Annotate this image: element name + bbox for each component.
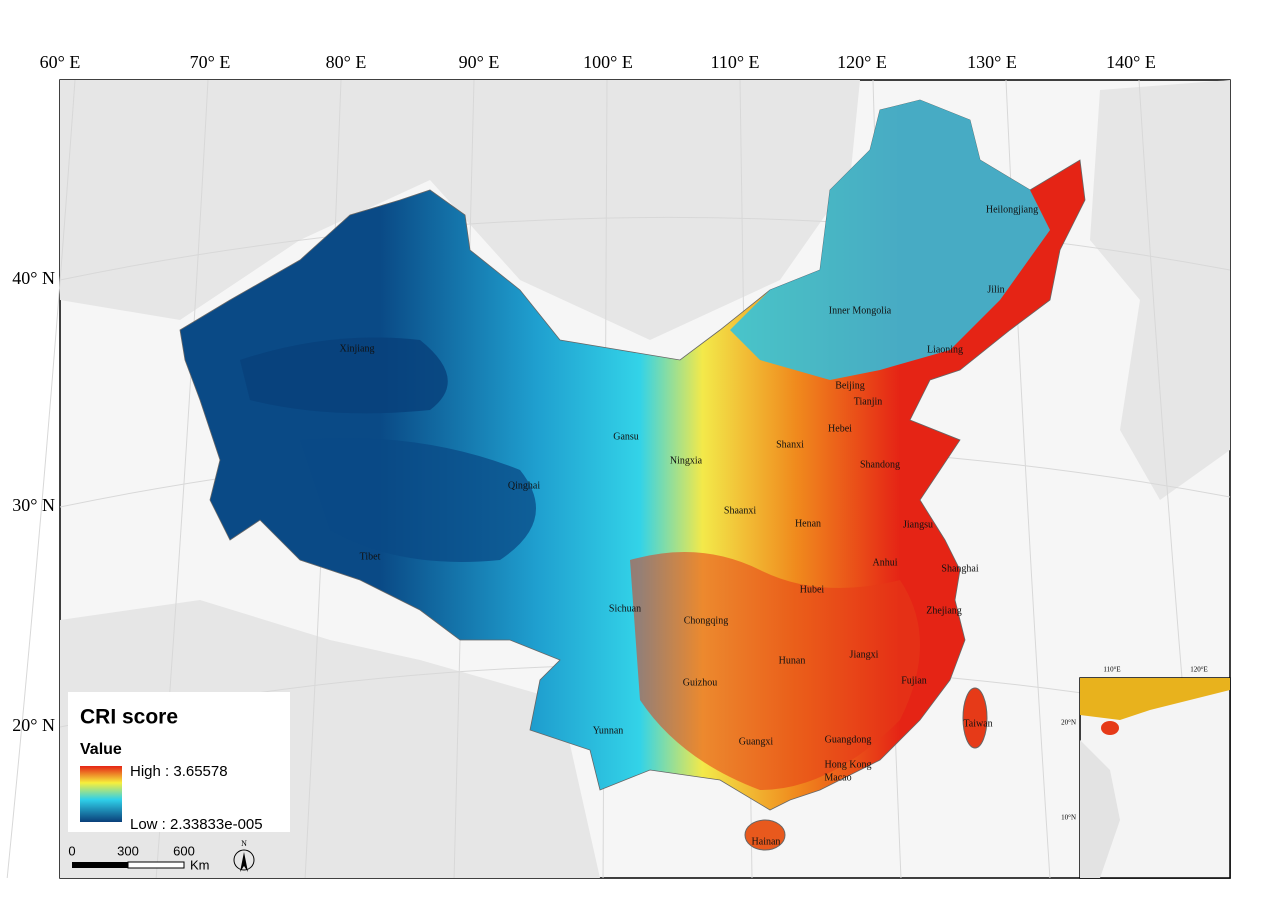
low-score-plateau	[300, 438, 536, 562]
scale-label: 0	[68, 843, 75, 858]
region-label: Guangdong	[825, 734, 872, 745]
region-label: Guangxi	[739, 736, 774, 747]
north-arrow-ring	[233, 849, 255, 871]
region-label: Hainan	[752, 836, 781, 847]
region-label: Heilongjiang	[986, 204, 1038, 215]
inset-longitude-label: 120°E	[1190, 666, 1208, 674]
region-label: Xinjiang	[340, 343, 375, 354]
legend-ramp	[80, 766, 122, 822]
scale-unit: Km	[190, 857, 210, 872]
longitude-label: 130° E	[967, 52, 1017, 72]
region-label: Shanxi	[776, 439, 804, 450]
latitude-label: 30° N	[12, 495, 55, 515]
graticule-meridian	[6, 79, 76, 879]
longitude-label: 110° E	[710, 52, 759, 72]
region-label: Shandong	[860, 459, 900, 470]
region-label: Jiangxi	[850, 649, 879, 660]
region-label: Fujian	[901, 675, 927, 686]
longitude-label: 100° E	[583, 52, 633, 72]
longitude-label: 140° E	[1106, 52, 1156, 72]
region-label: Gansu	[613, 431, 639, 442]
longitude-label: 70° E	[190, 52, 231, 72]
legend-high: High : 3.65578	[130, 763, 228, 780]
longitude-label: 90° E	[459, 52, 500, 72]
region-label: Macao	[824, 772, 851, 783]
region-label: Guizhou	[683, 677, 717, 688]
scale-bar	[72, 862, 128, 868]
inset-mainland	[1080, 678, 1230, 720]
latitude-label: 40° N	[12, 268, 55, 288]
taiwan-island	[962, 687, 988, 749]
scale-label: 300	[117, 843, 139, 858]
inset-latitude-label: 10°N	[1061, 814, 1076, 822]
region-label: Henan	[795, 518, 821, 529]
region-label: Tianjin	[854, 396, 883, 407]
region-label: Zhejiang	[926, 605, 962, 616]
region-label: Hubei	[800, 584, 825, 595]
legend-title: CRI score	[80, 706, 178, 729]
latitude-label: 20° N	[12, 715, 55, 735]
longitude-label: 80° E	[326, 52, 367, 72]
inset-latitude-label: 20°N	[1061, 719, 1076, 727]
high-score-south	[630, 552, 920, 790]
inset-hainan	[1101, 721, 1119, 735]
northeast-cyan	[730, 100, 1050, 380]
scale-bar	[127, 861, 185, 869]
low-score-tarim	[240, 337, 448, 414]
north-arrow	[240, 852, 248, 872]
neighbor-land	[1090, 80, 1230, 500]
region-label: Hunan	[779, 655, 806, 666]
region-label: Sichuan	[609, 603, 641, 614]
region-label: Hong Kong	[825, 759, 872, 770]
region-label: Yunnan	[593, 725, 624, 736]
scale-label: 600	[173, 843, 195, 858]
region-label: Shanghai	[941, 563, 978, 574]
region-label: Beijing	[835, 380, 864, 391]
inset-neighbor	[1080, 740, 1120, 878]
region-label: Anhui	[873, 557, 898, 568]
region-label: Inner Mongolia	[829, 305, 892, 316]
region-label: Shaanxi	[724, 505, 756, 516]
neighbor-land	[60, 80, 860, 340]
region-label: Liaoning	[927, 344, 963, 355]
region-label: Hebei	[828, 423, 852, 434]
inset-longitude-label: 110°E	[1103, 666, 1120, 674]
region-label: Jilin	[987, 284, 1004, 295]
hainan-island	[744, 819, 786, 851]
legend-subtitle: Value	[80, 741, 122, 758]
region-label: Jiangsu	[903, 519, 933, 530]
longitude-label: 120° E	[837, 52, 887, 72]
region-label: Taiwan	[963, 718, 992, 729]
region-label: Qinghai	[508, 480, 540, 491]
longitude-label: 60° E	[40, 52, 81, 72]
region-label: Chongqing	[684, 615, 728, 626]
region-label: Ningxia	[670, 455, 703, 466]
region-label: Tibet	[360, 551, 381, 562]
north-label: N	[241, 839, 247, 848]
legend-low: Low : 2.33833e-005	[130, 816, 263, 833]
